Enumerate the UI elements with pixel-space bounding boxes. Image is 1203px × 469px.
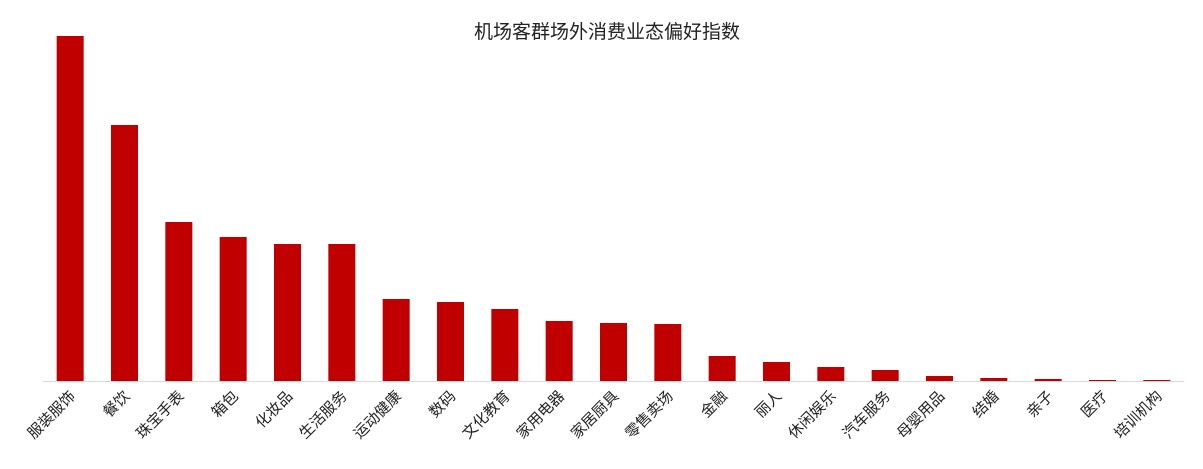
bar xyxy=(274,244,301,381)
bar xyxy=(491,309,519,381)
x-tick-label: 文化教育 xyxy=(458,387,513,442)
x-tick-label: 母婴用品 xyxy=(893,387,948,442)
x-tick-label: 生活服务 xyxy=(295,387,350,442)
x-tick-label: 数码 xyxy=(425,387,459,421)
x-tick-label: 金融 xyxy=(697,387,731,421)
x-tick-label: 汽车服务 xyxy=(839,387,894,442)
x-tick-label: 丽人 xyxy=(751,387,785,421)
bar xyxy=(437,302,464,381)
bar xyxy=(382,299,410,381)
bar xyxy=(980,378,1008,381)
bar xyxy=(871,370,899,381)
x-tick-label: 结婚 xyxy=(969,387,1003,421)
bar xyxy=(763,362,790,381)
x-tick-label: 箱包 xyxy=(208,387,242,421)
bar xyxy=(111,125,138,381)
x-tick-label: 亲子 xyxy=(1023,387,1057,421)
x-tick-label: 化妆品 xyxy=(252,387,297,432)
bar xyxy=(1034,379,1062,381)
x-tick-label: 家居厨具 xyxy=(567,387,622,442)
x-tick-label: 医疗 xyxy=(1077,387,1111,421)
bar xyxy=(654,324,682,381)
x-tick-label: 服装服饰 xyxy=(24,387,79,442)
bar xyxy=(545,321,573,381)
x-tick-label: 运动健康 xyxy=(350,387,405,442)
x-tick-label: 珠宝手表 xyxy=(132,387,187,442)
bar xyxy=(817,367,845,381)
bar xyxy=(328,244,356,381)
bar xyxy=(219,237,247,381)
bar xyxy=(600,323,627,381)
bar xyxy=(926,376,953,381)
bar xyxy=(1143,380,1171,381)
bar xyxy=(165,222,193,381)
bar xyxy=(708,356,736,381)
x-tick-label: 培训机构 xyxy=(1110,387,1165,442)
bar xyxy=(56,36,84,381)
x-tick-label: 休闲娱乐 xyxy=(784,387,839,442)
bar xyxy=(1089,380,1116,381)
chart-title: 机场客群场外消费业态偏好指数 xyxy=(474,21,740,43)
x-tick-label: 零售卖场 xyxy=(621,387,676,442)
x-tick-label: 家用电器 xyxy=(513,387,568,442)
x-tick-label: 餐饮 xyxy=(99,387,133,421)
